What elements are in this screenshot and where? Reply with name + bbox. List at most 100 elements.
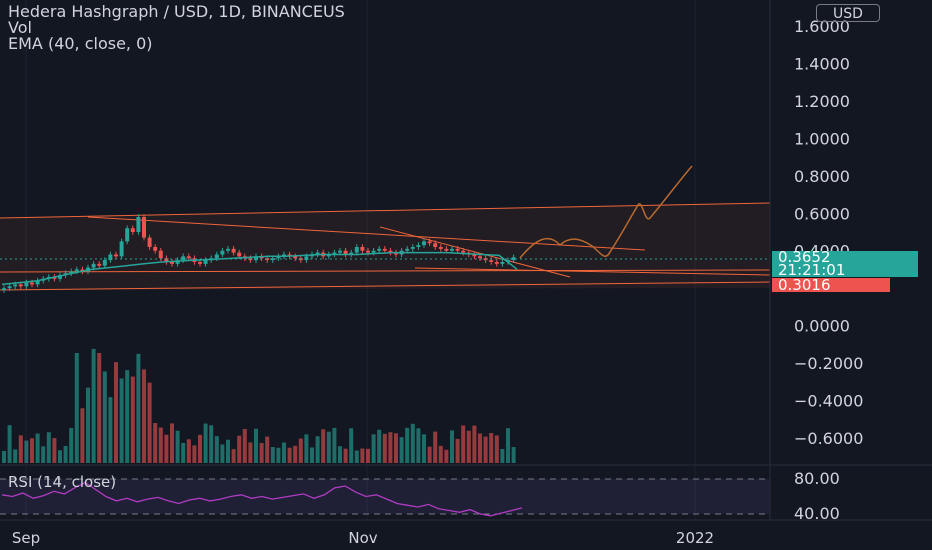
volume-bar [254, 428, 258, 463]
resistance-line[interactable] [87, 216, 646, 251]
ema-price-tag: 0.3016 [772, 278, 890, 293]
volume-bar [108, 397, 113, 463]
volume-bar [304, 434, 309, 463]
volume-bar [410, 423, 415, 463]
volume-bar [158, 427, 163, 463]
volume-bar [310, 447, 314, 463]
volume-bar [80, 408, 85, 463]
price-tick-label: 1.4000 [794, 54, 850, 73]
vol-label[interactable]: Vol [8, 18, 32, 37]
volume-bar [91, 348, 96, 463]
projection-line[interactable] [519, 165, 693, 259]
volume-bar [315, 436, 320, 463]
candle-body [153, 246, 158, 251]
candle-body [304, 256, 309, 261]
rsi-band [0, 479, 770, 514]
candle-body [231, 248, 236, 253]
volume-bar [181, 443, 186, 463]
candle-body [377, 248, 382, 251]
volume-bar [450, 430, 454, 463]
volume-bar [489, 433, 494, 463]
trend-line[interactable] [379, 226, 571, 278]
volume-bar [270, 447, 275, 463]
candle-body [494, 261, 499, 264]
time-axis[interactable]: Sep Nov 2022 [12, 529, 714, 547]
candle-body [270, 258, 275, 261]
volume-bar [276, 447, 281, 463]
candle-body [226, 248, 230, 251]
volume-bar [13, 449, 18, 463]
volume-bar [119, 378, 124, 463]
volume-bar [394, 433, 398, 463]
volume-bar [360, 448, 365, 463]
volume-bar [366, 448, 370, 463]
currency-button[interactable]: USD [816, 4, 880, 22]
channel-bottom[interactable] [0, 281, 771, 291]
candle-body [102, 260, 107, 266]
candle-body [254, 256, 258, 261]
candle-body [7, 286, 12, 289]
grid [25, 0, 696, 520]
candle-body [125, 228, 130, 242]
candle-body [158, 250, 163, 259]
candle-body [147, 237, 152, 247]
candle-body [69, 271, 74, 274]
candle-body [80, 269, 85, 272]
volume-bar [136, 353, 141, 463]
candle-body [30, 282, 34, 285]
price-axis[interactable]: 1.60001.40001.20001.00000.80000.60000.40… [794, 17, 863, 448]
candles [2, 214, 516, 293]
volume-bar [438, 445, 443, 463]
rsi-tick-label: 40.00 [794, 504, 840, 523]
ema-line [1, 251, 518, 286]
volume-bar [461, 425, 466, 463]
candle-body [35, 280, 40, 285]
candle-body [108, 254, 113, 261]
price-tick-label: 0.0000 [794, 317, 850, 336]
volume-bar [209, 425, 214, 463]
channel-mid[interactable] [0, 269, 771, 273]
symbol-title[interactable]: Hedera Hashgraph / USD, 1D, BINANCEUS [8, 2, 345, 21]
volume-bar [142, 369, 146, 463]
volume-bar [293, 445, 298, 463]
volume-bar [192, 445, 197, 463]
volume-bar [338, 446, 342, 463]
volume-bar [354, 450, 359, 463]
candle-body [181, 256, 186, 261]
candle-body [198, 261, 202, 264]
candle-body [472, 254, 477, 257]
volume-bar [58, 450, 62, 463]
candle-body [405, 248, 410, 251]
volume-bar [147, 382, 152, 463]
candle-body [422, 241, 426, 246]
candle-body [203, 260, 208, 264]
volume-bar [220, 444, 225, 463]
candle-body [433, 243, 438, 247]
volume-bar [24, 440, 29, 463]
volume-bar [175, 430, 180, 463]
volume-bar [466, 430, 471, 463]
candle-body [394, 252, 398, 255]
volume-bar [321, 429, 326, 463]
volume-bar [377, 429, 382, 463]
candle-body [136, 217, 141, 232]
candle-body [2, 288, 6, 291]
candle-body [114, 254, 118, 257]
candle-body [360, 246, 365, 251]
candle-body [18, 284, 23, 287]
last-price-tag: 0.3652 21:21:01 [772, 250, 918, 278]
candle-body [438, 246, 443, 249]
chart-legend: Hedera Hashgraph / USD, 1D, BINANCEUS Vo… [8, 4, 345, 52]
candle-body [237, 252, 242, 257]
candle-body [461, 250, 466, 253]
candle-body [326, 254, 331, 257]
volume-bar [35, 433, 40, 463]
volume-bar [332, 427, 337, 463]
candle-body [13, 284, 18, 287]
rsi-label[interactable]: RSI (14, close) [8, 473, 117, 491]
support-line[interactable] [414, 267, 771, 276]
volume-bar [97, 353, 102, 463]
ema-label[interactable]: EMA (40, close, 0) [8, 34, 153, 53]
volume-bar [399, 437, 404, 463]
